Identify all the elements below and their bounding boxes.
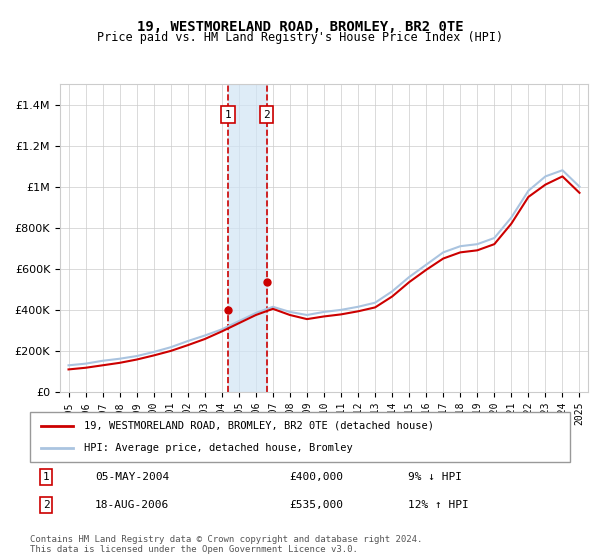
Text: 05-MAY-2004: 05-MAY-2004 bbox=[95, 472, 169, 482]
Text: 9% ↓ HPI: 9% ↓ HPI bbox=[408, 472, 462, 482]
Text: Contains HM Land Registry data © Crown copyright and database right 2024.
This d: Contains HM Land Registry data © Crown c… bbox=[30, 535, 422, 554]
Text: Price paid vs. HM Land Registry's House Price Index (HPI): Price paid vs. HM Land Registry's House … bbox=[97, 31, 503, 44]
Text: 1: 1 bbox=[225, 110, 232, 120]
Bar bbox=[228, 84, 266, 392]
Text: 19, WESTMORELAND ROAD, BROMLEY, BR2 0TE (detached house): 19, WESTMORELAND ROAD, BROMLEY, BR2 0TE … bbox=[84, 421, 434, 431]
Text: £400,000: £400,000 bbox=[289, 472, 343, 482]
Text: 18-AUG-2006: 18-AUG-2006 bbox=[95, 500, 169, 510]
Text: £535,000: £535,000 bbox=[289, 500, 343, 510]
Text: HPI: Average price, detached house, Bromley: HPI: Average price, detached house, Brom… bbox=[84, 443, 353, 453]
Text: 2: 2 bbox=[43, 500, 50, 510]
Text: 1: 1 bbox=[43, 472, 50, 482]
Text: 2: 2 bbox=[263, 110, 270, 120]
Text: 19, WESTMORELAND ROAD, BROMLEY, BR2 0TE: 19, WESTMORELAND ROAD, BROMLEY, BR2 0TE bbox=[137, 20, 463, 34]
Text: 12% ↑ HPI: 12% ↑ HPI bbox=[408, 500, 469, 510]
FancyBboxPatch shape bbox=[30, 412, 570, 462]
